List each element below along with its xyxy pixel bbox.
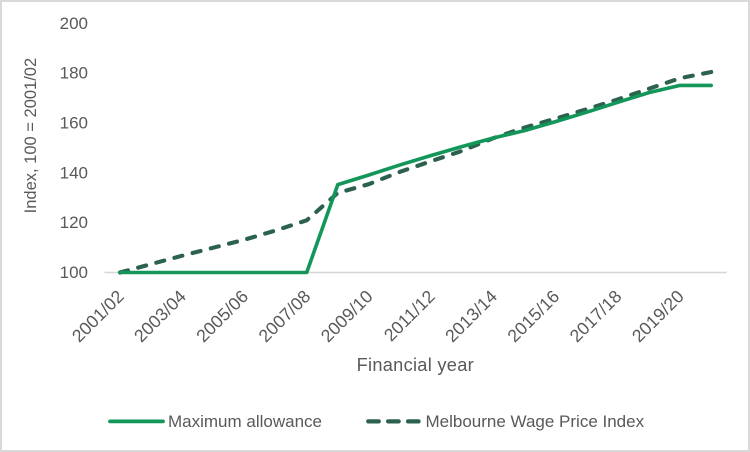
svg-text:Maximum allowance: Maximum allowance [168, 412, 322, 431]
svg-text:180: 180 [60, 64, 88, 83]
svg-text:100: 100 [60, 263, 88, 282]
svg-text:120: 120 [60, 213, 88, 232]
svg-text:Index, 100 = 2001/02: Index, 100 = 2001/02 [22, 58, 40, 214]
svg-text:160: 160 [60, 113, 88, 132]
svg-text:200: 200 [60, 14, 88, 33]
svg-text:Melbourne Wage Price Index: Melbourne Wage Price Index [426, 412, 645, 431]
svg-text:Financial year: Financial year [357, 355, 474, 375]
svg-text:140: 140 [60, 163, 88, 182]
